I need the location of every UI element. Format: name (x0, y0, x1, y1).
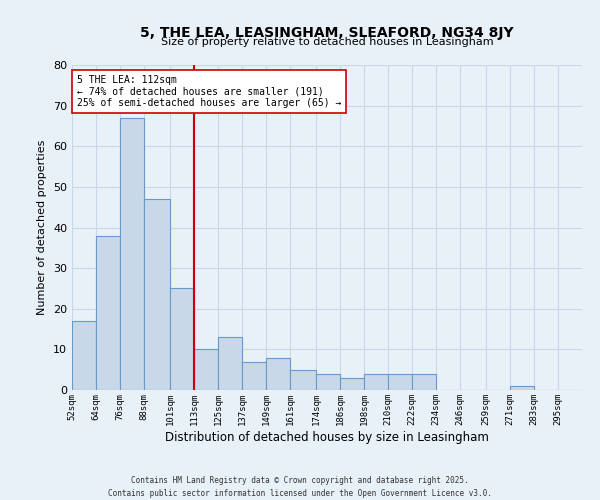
Bar (72, 321, 96, 390)
Bar (170, 288, 194, 390)
Text: Contains HM Land Registry data © Crown copyright and database right 2025.
Contai: Contains HM Land Registry data © Crown c… (108, 476, 492, 498)
Title: 5, THE LEA, LEASINGHAM, SLEAFORD, NG34 8JY: 5, THE LEA, LEASINGHAM, SLEAFORD, NG34 8… (140, 26, 514, 40)
Bar (96, 236, 120, 390)
Bar (364, 374, 388, 390)
Bar (144, 199, 170, 390)
Bar (412, 374, 436, 390)
Bar (510, 386, 534, 390)
Bar (194, 350, 218, 390)
Bar (218, 337, 242, 390)
Bar (388, 374, 412, 390)
X-axis label: Distribution of detached houses by size in Leasingham: Distribution of detached houses by size … (165, 430, 489, 444)
Bar (340, 378, 364, 390)
Text: Size of property relative to detached houses in Leasingham: Size of property relative to detached ho… (161, 37, 493, 47)
Bar (120, 118, 144, 390)
Bar (316, 374, 340, 390)
Bar (290, 370, 316, 390)
Bar (242, 362, 266, 390)
Y-axis label: Number of detached properties: Number of detached properties (37, 140, 47, 315)
Text: 5 THE LEA: 112sqm
← 74% of detached houses are smaller (191)
25% of semi-detache: 5 THE LEA: 112sqm ← 74% of detached hous… (77, 74, 341, 108)
Bar (266, 358, 290, 390)
